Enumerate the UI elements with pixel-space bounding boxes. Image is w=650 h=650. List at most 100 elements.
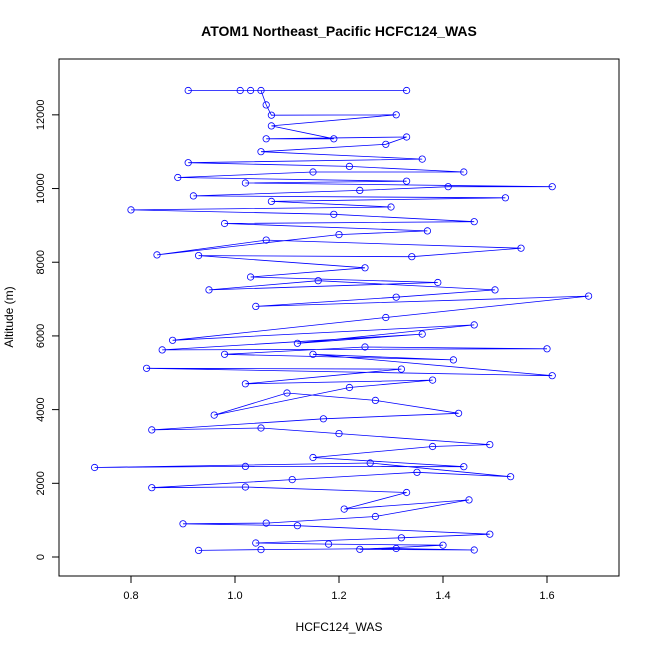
data-point — [262, 236, 270, 244]
y-tick-label: 10000 — [35, 173, 47, 204]
data-point — [241, 483, 249, 491]
data-point — [189, 192, 197, 200]
data-point — [184, 159, 192, 167]
data-point — [127, 206, 135, 214]
data-point — [169, 336, 177, 344]
data-point — [584, 292, 593, 300]
data-point — [548, 372, 556, 380]
chart-title: ATOM1 Northeast_Pacific HCFC124_WAS — [201, 23, 477, 39]
data-point — [293, 339, 301, 347]
x-axis-label: HCFC124_WAS — [296, 620, 383, 634]
data-point — [158, 346, 166, 354]
data-point — [252, 539, 260, 547]
y-tick-label: 12000 — [35, 100, 47, 131]
data-point — [236, 86, 244, 95]
data-point — [148, 426, 156, 434]
data-point — [418, 330, 426, 338]
data-point — [413, 468, 421, 476]
data-point — [309, 168, 317, 176]
data-point — [470, 546, 478, 554]
data-point — [460, 168, 468, 176]
data-point — [153, 251, 161, 259]
data-point — [252, 302, 260, 310]
data-point — [470, 321, 478, 329]
data-point — [402, 488, 411, 497]
data-point — [382, 313, 390, 322]
data-point — [267, 197, 275, 205]
data-point — [267, 122, 275, 130]
data-point — [335, 429, 343, 438]
data-point — [387, 203, 395, 211]
data-point — [247, 86, 255, 95]
data-point — [486, 440, 494, 449]
data-point — [382, 140, 390, 148]
data-point — [434, 278, 442, 287]
data-point — [392, 544, 400, 553]
data-point — [439, 541, 447, 549]
data-point — [262, 101, 270, 109]
data-point — [491, 286, 499, 294]
series-line — [94, 90, 589, 551]
data-point — [293, 522, 301, 530]
x-tick-label: 1.4 — [435, 590, 450, 602]
y-tick-label: 4000 — [35, 397, 47, 421]
data-point — [335, 231, 343, 239]
plot-frame — [58, 58, 620, 577]
data-point — [428, 376, 437, 384]
data-point — [314, 277, 322, 285]
data-point — [221, 350, 229, 358]
data-point — [371, 396, 379, 404]
data-point — [444, 183, 452, 191]
y-tick-label: 6000 — [35, 324, 47, 348]
data-point — [548, 183, 556, 191]
x-tick-label: 1.0 — [227, 590, 242, 602]
y-tick-label: 2000 — [35, 471, 47, 495]
data-point — [361, 343, 369, 351]
data-point — [241, 462, 249, 470]
data-point — [517, 244, 525, 252]
data-point — [402, 86, 411, 95]
x-tick-label: 0.8 — [123, 590, 138, 602]
data-point — [470, 218, 478, 226]
data-point — [392, 293, 400, 301]
data-point — [408, 253, 416, 261]
y-tick-label: 8000 — [35, 250, 47, 274]
data-point — [319, 415, 327, 423]
data-point — [309, 350, 317, 358]
data-point — [356, 545, 364, 553]
data-point — [397, 365, 405, 373]
data-point — [309, 453, 317, 462]
data-point — [465, 496, 473, 504]
data-point — [460, 463, 468, 471]
y-axis-label: Altitude (m) — [2, 286, 16, 347]
data-point — [501, 194, 509, 202]
data-point — [195, 252, 203, 260]
x-axis: 0.8 1.0 1.2 1.4 1.6 — [123, 575, 555, 602]
data-point — [371, 512, 379, 521]
data-point — [330, 135, 338, 143]
y-axis: 0 2000 4000 6000 8000 10000 12000 — [35, 100, 60, 560]
data-point — [366, 459, 374, 467]
data-series — [91, 86, 593, 555]
data-point — [221, 219, 229, 228]
data-point — [195, 546, 203, 555]
data-point — [91, 463, 99, 472]
data-point — [543, 345, 551, 353]
data-point — [257, 148, 265, 156]
data-point — [184, 86, 192, 95]
data-point — [449, 356, 457, 364]
data-point — [148, 484, 156, 492]
x-tick-label: 1.2 — [331, 590, 346, 602]
data-point — [247, 273, 255, 281]
data-point — [428, 442, 437, 451]
y-tick-label: 0 — [35, 554, 47, 560]
data-point — [345, 383, 353, 392]
data-point — [262, 519, 270, 527]
data-point — [262, 135, 270, 143]
data-point — [267, 111, 275, 119]
x-tick-label: 1.6 — [539, 590, 554, 602]
data-point — [454, 409, 463, 417]
data-point — [361, 264, 369, 272]
data-point — [402, 133, 411, 141]
data-point — [257, 545, 265, 554]
